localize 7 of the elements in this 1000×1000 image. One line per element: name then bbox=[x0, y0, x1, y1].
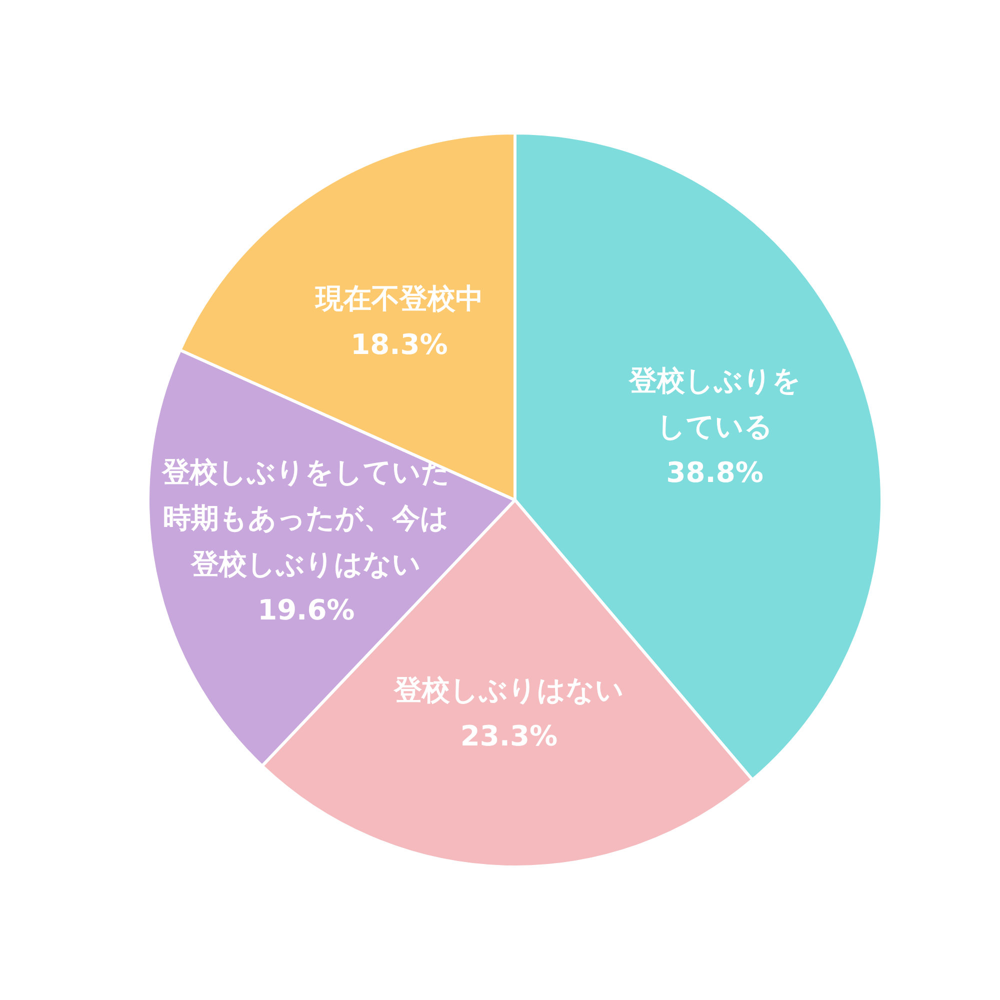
slice-label: 現在不登校中 bbox=[314, 282, 484, 315]
data-label: 19.6% bbox=[258, 594, 355, 627]
slice-label: 登校しぶりはない bbox=[392, 673, 624, 706]
data-label: 38.8% bbox=[666, 456, 764, 490]
data-label: 18.3% bbox=[350, 328, 448, 361]
slice-label: 登校しぶりをしている bbox=[628, 364, 801, 444]
data-label: 23.3% bbox=[460, 719, 558, 752]
